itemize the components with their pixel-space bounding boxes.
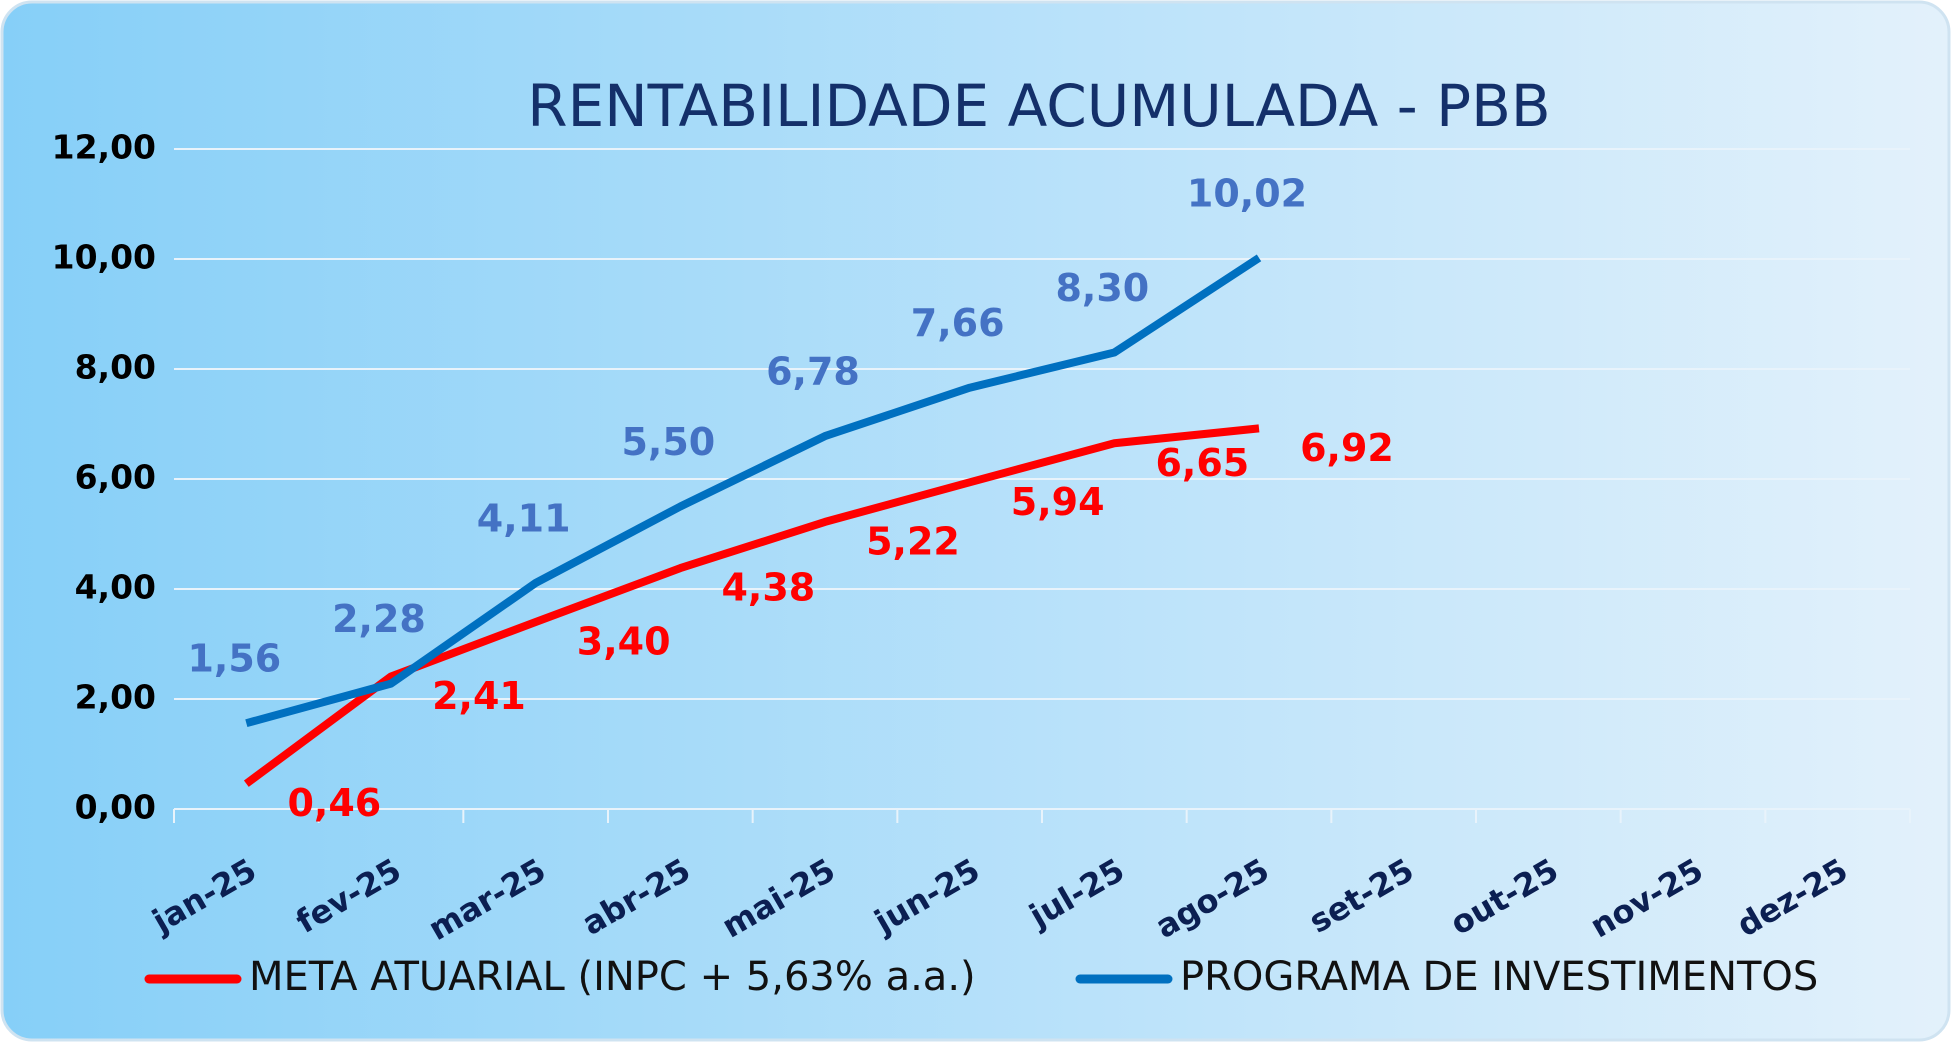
data-label: 8,30 [1055,266,1149,310]
data-label: 4,38 [721,566,815,610]
y-tick-label: 4,00 [75,568,156,607]
data-label: 7,66 [911,301,1005,345]
chart-title: RENTABILIDADE ACUMULADA - PBB [527,72,1550,140]
data-label: 5,22 [866,519,960,563]
y-tick-label: 2,00 [75,678,156,717]
y-tick-label: 12,00 [52,128,156,167]
data-label: 5,50 [621,420,715,464]
y-tick-label: 0,00 [75,788,156,827]
data-label: 10,02 [1187,171,1307,215]
data-label: 2,28 [332,597,426,641]
legend-label: PROGRAMA DE INVESTIMENTOS [1180,954,1818,1000]
data-label: 3,40 [577,620,671,664]
y-tick-label: 8,00 [75,348,156,387]
data-label: 6,65 [1155,441,1249,485]
legend-label: META ATUARIAL (INPC + 5,63% a.a.) [249,954,976,1000]
y-tick-label: 6,00 [75,458,156,497]
series-line [245,254,1262,728]
data-label: 6,92 [1300,426,1394,470]
data-label: 6,78 [766,350,860,394]
y-tick-label: 10,00 [52,238,156,277]
data-label: 0,46 [287,781,381,825]
data-label: 4,11 [477,496,571,540]
data-label: 2,41 [432,674,526,718]
data-label: 1,56 [187,637,281,681]
data-label: 5,94 [1011,480,1105,524]
